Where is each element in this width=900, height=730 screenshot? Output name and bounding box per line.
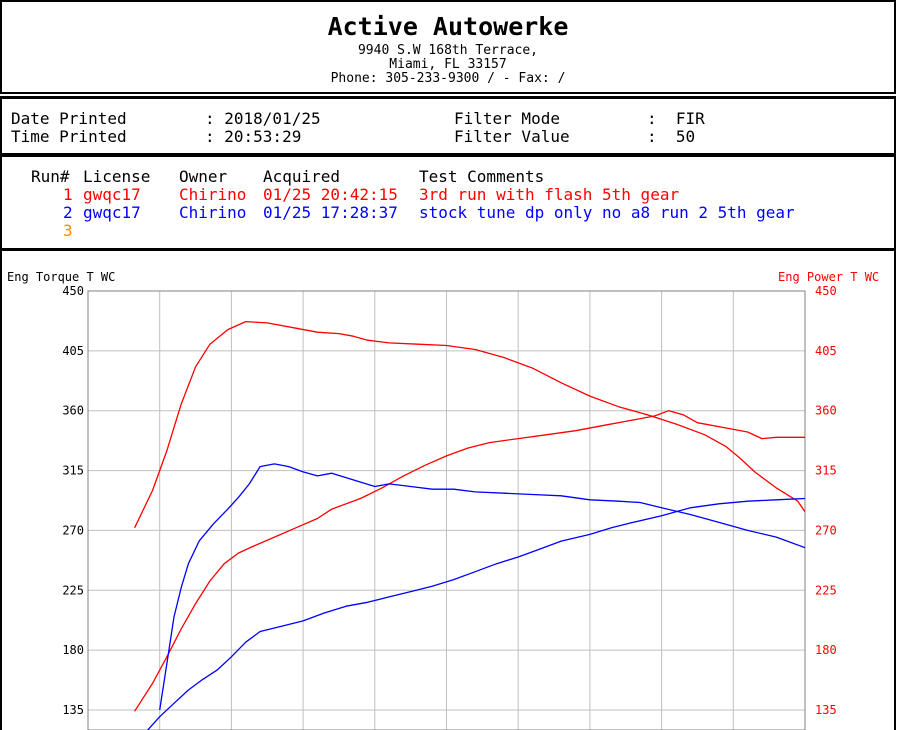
run-comments: stock tune dp only no a8 run 2 5th gear	[419, 203, 795, 222]
y-tick-label-right: 270	[815, 523, 837, 537]
run-number: 2	[63, 203, 73, 222]
y-tick-label-left: 315	[62, 464, 84, 478]
y-tick-label-right: 135	[815, 703, 837, 717]
y-tick-label-left: 135	[62, 703, 84, 717]
date-printed-value: : 2018/01/25	[205, 109, 321, 128]
y-tick-label-left: 450	[62, 284, 84, 298]
time-printed-value: : 20:53:29	[205, 127, 302, 146]
y-tick-label-left: 405	[62, 344, 84, 358]
print-info-panel: Date Printed : 2018/01/25 Time Printed :…	[0, 96, 896, 155]
y-tick-label-right: 180	[815, 643, 837, 657]
shop-name: Active Autowerke	[327, 12, 569, 41]
run-license: gwqc17	[83, 185, 141, 204]
filter-value-label: Filter Value	[454, 127, 570, 146]
time-printed-label: Time Printed	[11, 127, 127, 146]
run-number: 3	[63, 221, 73, 240]
right-axis-label: Eng Power T WC	[778, 270, 880, 284]
run-acquired: 01/25 17:28:37	[263, 203, 398, 222]
filter-value-value: : 50	[647, 127, 696, 146]
series-line-run2-power	[146, 497, 805, 730]
col-header-owner: Owner	[179, 167, 228, 186]
run-number: 1	[63, 185, 73, 204]
col-header-license: License	[83, 167, 151, 186]
y-tick-label-right: 225	[815, 583, 837, 597]
y-tick-label-left: 360	[62, 404, 84, 418]
run-comments: 3rd run with flash 5th gear	[419, 185, 680, 204]
y-tick-label-right: 405	[815, 344, 837, 358]
y-tick-label-left: 180	[62, 643, 84, 657]
run-owner: Chirino	[179, 203, 247, 222]
y-tick-label-left: 270	[62, 523, 84, 537]
run-license: gwqc17	[83, 203, 141, 222]
left-axis-label: Eng Torque T WC	[7, 270, 116, 284]
col-header-comments: Test Comments	[419, 167, 545, 186]
y-tick-label-right: 315	[815, 464, 837, 478]
date-printed-label: Date Printed	[11, 109, 127, 128]
series-line-run2-torque	[159, 463, 805, 711]
address-line-2: Miami, FL 33157	[389, 57, 507, 72]
y-tick-label-right: 450	[815, 284, 837, 298]
col-header-run: Run#	[31, 167, 70, 186]
series-line-run1-power	[134, 410, 805, 712]
address-line-1: 9940 S.W 168th Terrace,	[357, 43, 538, 58]
phone-line: Phone: 305-233-9300 / - Fax: /	[330, 71, 566, 86]
plot-frame	[87, 290, 806, 730]
run-owner: Chirino	[179, 185, 247, 204]
shop-header: Active Autowerke 9940 S.W 168th Terrace,…	[0, 0, 896, 94]
chart-plot: 450 450 405 405 360 360 315 315 270 270 225 225 180 1…	[62, 284, 837, 730]
runs-table: Run# License Owner Acquired Test Comment…	[0, 155, 896, 251]
y-tick-label-left: 225	[62, 583, 84, 597]
col-header-acquired: Acquired	[263, 167, 341, 186]
dyno-chart: Eng Torque T WC Eng Power T WC 450 450 405…	[0, 251, 896, 730]
filter-mode-label: Filter Mode	[454, 109, 560, 128]
series-line-run1-torque	[134, 320, 805, 529]
run-acquired: 01/25 20:42:15	[263, 185, 398, 204]
filter-mode-value: : FIR	[647, 109, 705, 128]
y-tick-label-right: 360	[815, 404, 837, 418]
